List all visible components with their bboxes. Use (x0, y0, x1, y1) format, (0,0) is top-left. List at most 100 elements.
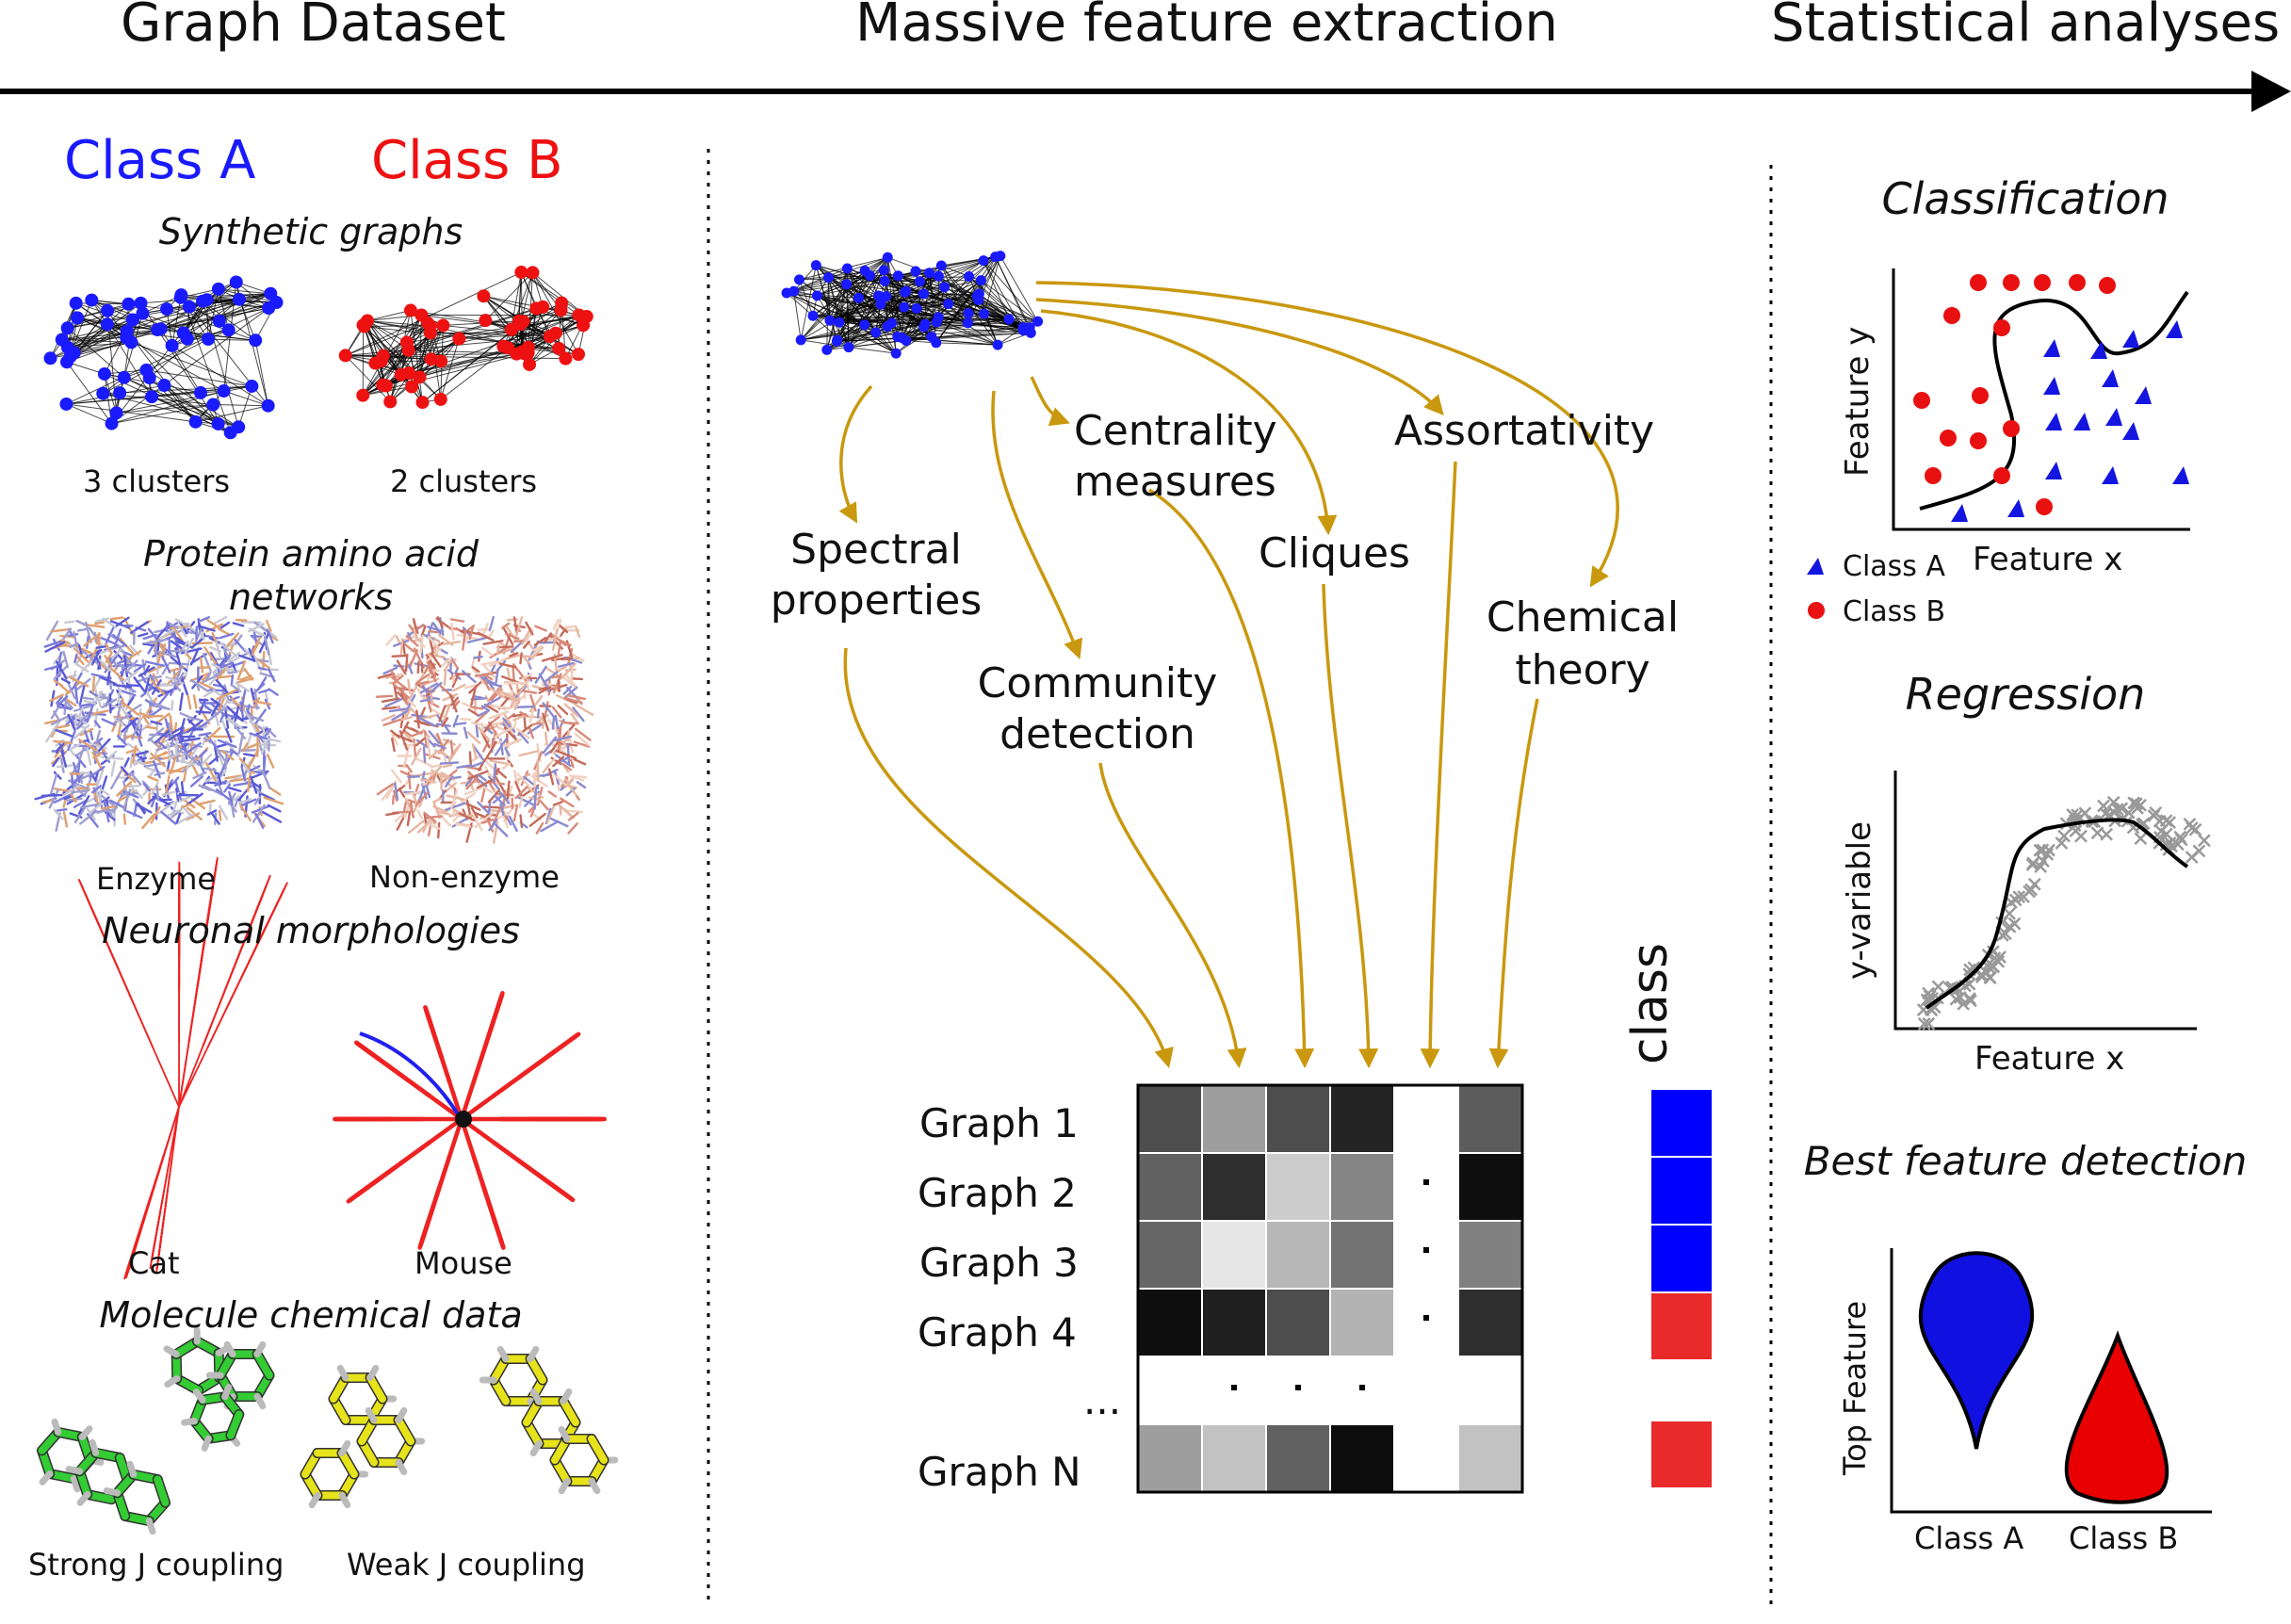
matrix-cell (1393, 1220, 1459, 1290)
class-b-point (1940, 430, 1957, 447)
row-label-graph-2: Graph 2 (918, 1170, 1077, 1216)
regression-point (2040, 847, 2055, 861)
matrix-cell (1457, 1084, 1523, 1154)
class-a-point (2105, 408, 2122, 426)
regression-axes (1893, 771, 2197, 1031)
feature-matrix (1136, 1083, 1524, 1494)
regression-point (2188, 822, 2202, 836)
protein-non-enzyme (375, 615, 594, 844)
arrow-to-chemical (1035, 281, 1619, 588)
class-b-point (1993, 319, 2010, 336)
arrow-to-cliques (1040, 309, 1338, 536)
classification-plot (1807, 268, 2190, 619)
class-a-point (2172, 466, 2189, 484)
class-a-point (2007, 499, 2024, 517)
stage-title-extraction: Massive feature extraction (855, 0, 1558, 54)
label-mouse: Mouse (414, 1245, 512, 1281)
matrix-cell (1201, 1423, 1267, 1493)
matrix-cell (1457, 1220, 1523, 1290)
regression-point (2173, 830, 2187, 844)
protein-enzyme (34, 615, 284, 832)
class-b-point (2003, 420, 2020, 437)
neuron-cat (78, 856, 288, 1280)
regression-point (2097, 799, 2110, 813)
regression-point (2163, 816, 2177, 829)
legend-a-marker (1807, 558, 1824, 575)
arrow-centrality-out (1148, 488, 1315, 1069)
regression-point (1917, 1017, 1931, 1031)
neuron-mouse (333, 991, 607, 1250)
legend-b-marker (1808, 602, 1825, 619)
feature-community-1: Community (977, 659, 1218, 707)
class-cell-b (1649, 1420, 1714, 1489)
matrix-cell (1457, 1288, 1523, 1357)
feature-spectral-1: Spectral (790, 526, 962, 574)
graph-2-clusters (338, 266, 593, 410)
arrow-assortativity-out (1420, 461, 1457, 1069)
arrow-spectral-in (838, 384, 873, 524)
class-a-point (2045, 413, 2062, 430)
matrix-cell (1265, 1423, 1331, 1493)
analysis-plots (1807, 268, 2212, 1514)
matrix-cell (1329, 1220, 1395, 1290)
regression-point (2055, 836, 2069, 850)
feature-spectral-2: properties (770, 577, 983, 625)
section-title-molecule: Molecule chemical data (99, 1294, 523, 1336)
section-title-neuronal: Neuronal morphologies (102, 910, 520, 951)
stage-title-dataset: Graph Dataset (121, 0, 506, 54)
neuron-mouse-soma (455, 1111, 472, 1128)
timeline-arrow (0, 71, 2291, 112)
matrix-cell (1393, 1152, 1459, 1222)
graph-3-clusters-nodes (43, 275, 284, 440)
label-non-enzyme: Non-enzyme (369, 859, 560, 895)
row-label-graph-4: Graph 4 (918, 1309, 1077, 1356)
class-b-point (2099, 277, 2116, 294)
matrix-cell (1137, 1356, 1203, 1425)
ellipsis-dot (1423, 1179, 1429, 1185)
regression-point (2121, 805, 2136, 820)
graph-feature-source (781, 251, 1044, 359)
class-a-point (2045, 462, 2062, 479)
regression-ylabel: y-variable (1841, 820, 1878, 980)
section-title-protein-1: Protein amino acid (143, 533, 479, 575)
section-title-protein-2: networks (228, 577, 394, 618)
matrix-cell (1265, 1084, 1331, 1154)
best-feature-cat-b: Class B (2069, 1520, 2179, 1556)
matrix-cell (1393, 1288, 1459, 1357)
label-cat: Cat (128, 1245, 180, 1281)
class-a-point (2122, 422, 2139, 440)
ellipsis-dot (1423, 1315, 1429, 1321)
matrix-cell (1265, 1152, 1331, 1222)
regression-point (1953, 991, 1967, 1004)
feature-community-2: detection (999, 710, 1195, 758)
feature-centrality-1: Centrality (1074, 407, 1277, 455)
matrix-cell (1201, 1084, 1267, 1154)
matrix-cell (1201, 1288, 1267, 1357)
molecule-weak-1 (300, 1364, 426, 1509)
graph-3-clusters (43, 275, 284, 440)
violin-class-a (1918, 1251, 2034, 1450)
matrix-cell (1393, 1084, 1459, 1154)
label-3-clusters: 3 clusters (83, 463, 231, 499)
class-a-point (2122, 330, 2139, 348)
regression-point (2192, 844, 2206, 858)
class-a-point (2135, 386, 2152, 404)
class-b-point (2036, 498, 2053, 515)
class-cell-b (1649, 1291, 1714, 1361)
class-b-point (2069, 274, 2086, 291)
class-cell-a (1649, 1088, 1714, 1158)
classification-ylabel: Feature y (1839, 326, 1877, 477)
molecule-strong-2 (163, 1326, 275, 1452)
class-b-header: Class B (371, 130, 563, 191)
label-weak-j: Weak J coupling (347, 1547, 586, 1583)
regression-point (2099, 806, 2113, 820)
regression-point (1924, 1002, 1938, 1015)
class-b-point (1913, 392, 1930, 409)
regression-point (2149, 805, 2163, 820)
classification-axes (1892, 268, 2190, 531)
regression-point (2017, 890, 2030, 903)
regression-point (2090, 826, 2104, 840)
row-label-graph-1: Graph 1 (919, 1100, 1079, 1146)
arrow-spectral-out (843, 647, 1174, 1069)
regression-point (2127, 796, 2141, 810)
